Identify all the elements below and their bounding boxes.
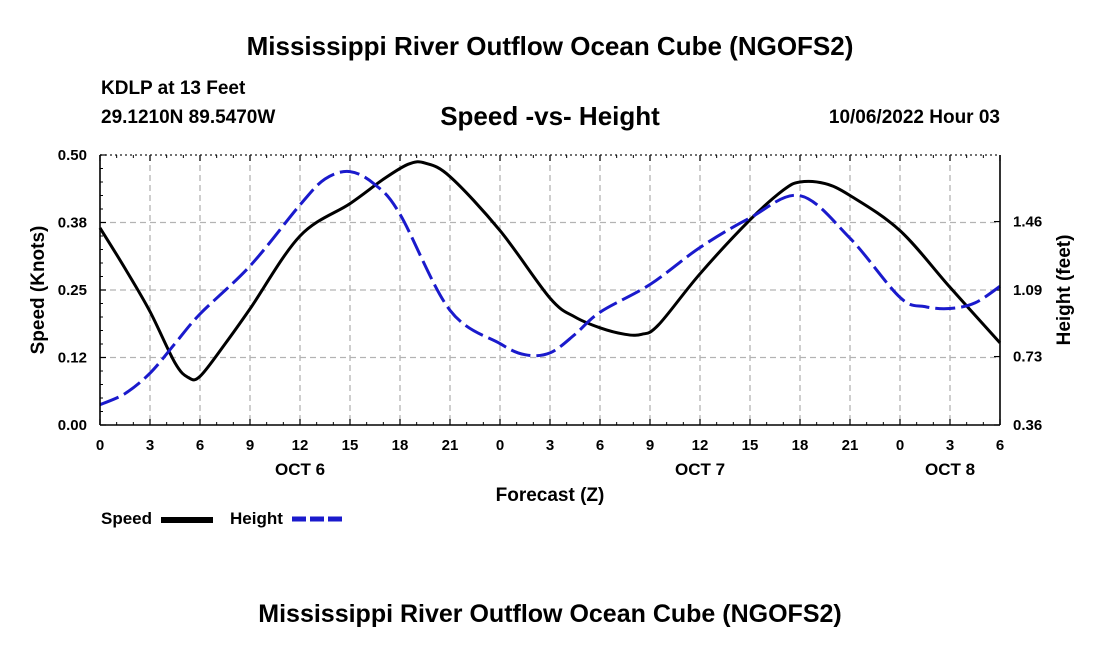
tick-labels: 0 3 6 9 12 15 18 21 0 3 6 9 12 15 18 21 0 3 6 OCT 6 OCT 7 OCT… xyxy=(58,147,1042,479)
x-tick-label: 18 xyxy=(792,437,809,454)
x-tick-label: 0 xyxy=(496,437,504,454)
y2-tick-label: 1.09 xyxy=(1013,282,1042,299)
station-label: KDLP at 13 Feet xyxy=(101,78,246,99)
legend-speed-swatch xyxy=(161,517,213,523)
x-axis-title: Forecast (Z) xyxy=(496,485,605,506)
y-tick-label: 0.12 xyxy=(58,350,87,367)
page-title-repeat: Mississippi River Outflow Ocean Cube (NG… xyxy=(258,600,842,628)
y-tick-label: 0.25 xyxy=(58,282,87,299)
y-tick-label: 0.00 xyxy=(58,417,87,434)
station-coordinates: 29.1210N 89.5470W xyxy=(101,107,276,128)
height-series-line xyxy=(99,169,1001,407)
speed-height-chart: 0 3 6 9 12 15 18 21 0 3 6 9 12 15 18 21 0 3 6 OCT 6 OCT 7 OCT… xyxy=(28,147,1075,506)
x-tick-label: 12 xyxy=(692,437,709,454)
x-tick-label: 9 xyxy=(246,437,254,454)
date-label: OCT 8 xyxy=(925,460,975,479)
y-tick-label: 0.38 xyxy=(58,215,87,232)
x-tick-label: 9 xyxy=(646,437,654,454)
y-axis-title: Speed (Knots) xyxy=(28,226,49,355)
x-tick-label: 3 xyxy=(146,437,154,454)
axis-ticks xyxy=(99,154,1001,426)
chart-subtitle: Speed -vs- Height xyxy=(440,101,660,131)
date-label: OCT 6 xyxy=(275,460,325,479)
y2-tick-label: 0.36 xyxy=(1013,417,1042,434)
x-tick-label: 15 xyxy=(742,437,759,454)
y2-axis-title: Height (feet) xyxy=(1054,235,1075,346)
legend-height-label: Height xyxy=(230,509,283,528)
x-tick-label: 0 xyxy=(96,437,104,454)
y2-tick-label: 1.46 xyxy=(1013,214,1042,231)
x-tick-label: 15 xyxy=(342,437,359,454)
forecast-datetime: 10/06/2022 Hour 03 xyxy=(828,107,1000,128)
x-tick-label: 12 xyxy=(292,437,309,454)
page-title: Mississippi River Outflow Ocean Cube (NG… xyxy=(246,31,854,61)
speed-series-line xyxy=(98,160,1002,382)
x-tick-label: 21 xyxy=(442,437,459,454)
legend-speed-label: Speed xyxy=(101,509,153,528)
data-series xyxy=(98,155,1002,426)
date-label: OCT 7 xyxy=(675,460,725,479)
legend-height-swatch xyxy=(292,516,342,522)
x-tick-label: 18 xyxy=(392,437,409,454)
x-tick-label: 6 xyxy=(596,437,604,454)
x-tick-label: 6 xyxy=(996,437,1004,454)
x-tick-label: 3 xyxy=(546,437,554,454)
x-tick-label: 0 xyxy=(896,437,904,454)
grid-lines xyxy=(100,154,1000,425)
x-tick-label: 21 xyxy=(842,437,859,454)
y-tick-label: 0.50 xyxy=(58,147,87,164)
x-tick-label: 6 xyxy=(196,437,204,454)
x-tick-label: 3 xyxy=(946,437,954,454)
y2-tick-label: 0.73 xyxy=(1013,349,1042,366)
